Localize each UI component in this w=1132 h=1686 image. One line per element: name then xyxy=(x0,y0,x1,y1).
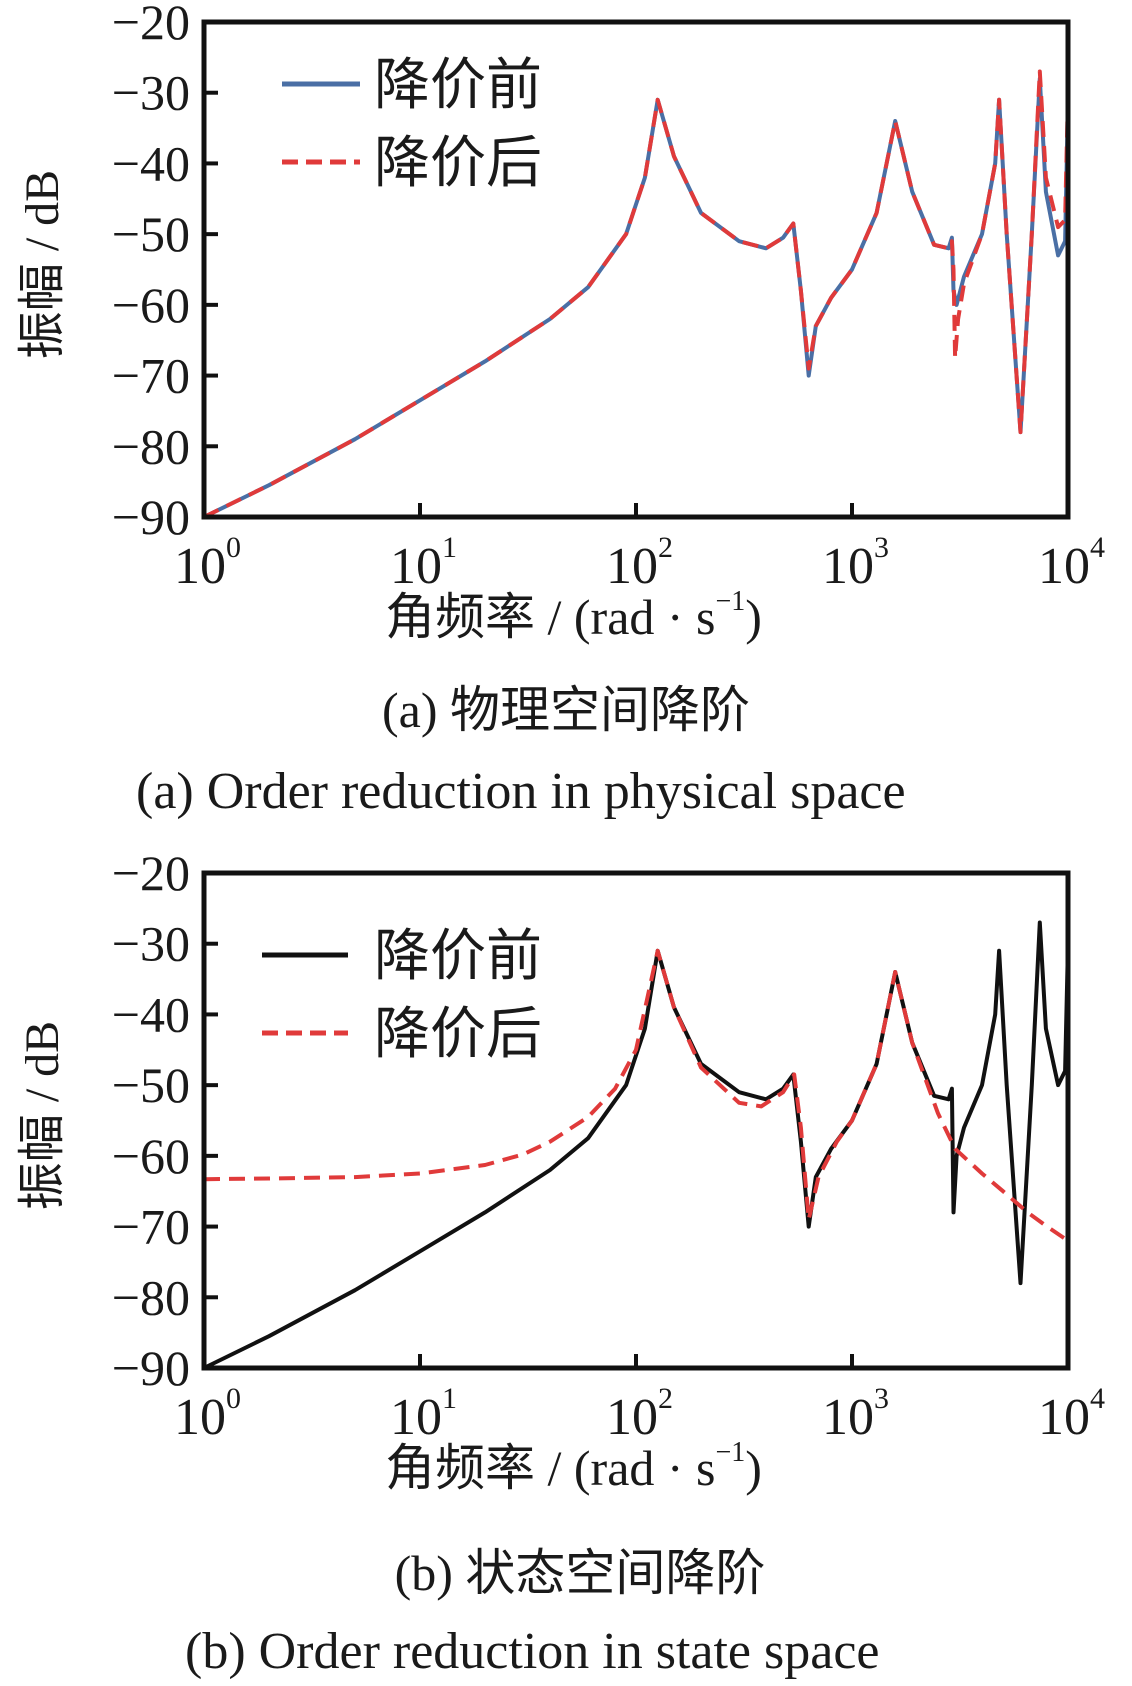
series-line-before xyxy=(203,920,1070,1370)
x-tick-exp: 1 xyxy=(442,531,457,564)
legend-label: 降价前 xyxy=(374,55,542,117)
x-tick-base: 10 xyxy=(822,1389,874,1446)
x-tick-label: 100 xyxy=(174,531,241,595)
x-tick-base: 10 xyxy=(822,538,874,595)
x-tick-exp: 2 xyxy=(658,1382,673,1415)
x-tick-base: 10 xyxy=(390,538,442,595)
y-tick-label: −40 xyxy=(112,135,190,191)
x-tick-label: 100 xyxy=(174,1382,241,1446)
legend-label: 降价前 xyxy=(374,926,542,988)
x-tick-exp: 4 xyxy=(1090,531,1105,564)
x-tick-base: 10 xyxy=(1038,1389,1090,1446)
x-axis-label: 角频率 / (rad · s−1) xyxy=(385,586,762,645)
y-tick-label: −60 xyxy=(112,277,190,333)
y-tick-label: −20 xyxy=(112,0,190,50)
x-tick-label: 104 xyxy=(1038,1382,1105,1446)
caption-cn-b: (b) 状态空间降阶 xyxy=(395,1545,766,1601)
x-tick-base: 10 xyxy=(174,538,226,595)
chart-panel-a: (a) 物理空间降阶 (a) Order reduction in physic… xyxy=(16,0,1105,820)
x-tick-label: 104 xyxy=(1038,531,1105,595)
x-tick-base: 10 xyxy=(606,1389,658,1446)
x-tick-base: 10 xyxy=(606,538,658,595)
x-tick-exp: 0 xyxy=(226,1382,241,1415)
x-tick-label: 103 xyxy=(822,1382,889,1446)
plot-frame xyxy=(201,870,1071,1371)
y-tick-label: −80 xyxy=(112,418,190,474)
x-axis-label-sup: −1 xyxy=(716,1437,746,1468)
series-line-after xyxy=(203,948,1070,1243)
y-tick-label: −50 xyxy=(112,206,190,262)
y-tick-label: −30 xyxy=(112,65,190,121)
caption-en-b: (b) Order reduction in state space xyxy=(185,1623,879,1680)
series-line-before xyxy=(203,76,1070,519)
legend-label: 降价后 xyxy=(374,133,542,195)
x-tick-exp: 3 xyxy=(874,1382,889,1415)
chart-panel-b: (b) 状态空间降阶 (b) Order reduction in state … xyxy=(16,845,1105,1680)
y-tick-label: −70 xyxy=(112,1199,190,1255)
x-axis-label-end: ) xyxy=(745,1440,762,1496)
x-tick-base: 10 xyxy=(390,1389,442,1446)
y-tick-label: −50 xyxy=(112,1057,190,1113)
x-tick-exp: 4 xyxy=(1090,1382,1105,1415)
y-tick-label: −60 xyxy=(112,1128,190,1184)
series-line-after xyxy=(203,69,1070,519)
x-tick-base: 10 xyxy=(174,1389,226,1446)
x-tick-exp: 2 xyxy=(658,531,673,564)
plot-frame xyxy=(201,19,1071,520)
y-tick-label: −80 xyxy=(112,1269,190,1325)
y-axis-label: 振幅 / dB xyxy=(16,170,69,359)
x-axis-label-sup: −1 xyxy=(716,586,746,617)
x-tick-label: 102 xyxy=(606,531,673,595)
x-axis-label: 角频率 / (rad · s−1) xyxy=(385,1437,762,1496)
caption-en-a: (a) Order reduction in physical space xyxy=(136,763,906,820)
x-axis-label-main: 角频率 / (rad · s xyxy=(385,589,716,645)
legend-label: 降价后 xyxy=(374,1004,542,1066)
x-axis-label-main: 角频率 / (rad · s xyxy=(385,1440,716,1496)
y-tick-label: −30 xyxy=(112,916,190,972)
caption-cn-a: (a) 物理空间降阶 xyxy=(382,682,750,738)
x-tick-exp: 3 xyxy=(874,531,889,564)
y-tick-label: −90 xyxy=(112,1340,190,1396)
y-tick-label: −20 xyxy=(112,845,190,901)
x-tick-label: 101 xyxy=(390,531,457,595)
x-tick-label: 102 xyxy=(606,1382,673,1446)
x-tick-label: 103 xyxy=(822,531,889,595)
x-tick-base: 10 xyxy=(1038,538,1090,595)
y-axis-label: 振幅 / dB xyxy=(16,1021,69,1210)
x-axis-label-end: ) xyxy=(745,589,762,645)
y-tick-label: −40 xyxy=(112,986,190,1042)
x-tick-label: 101 xyxy=(390,1382,457,1446)
x-tick-exp: 0 xyxy=(226,531,241,564)
y-tick-label: −70 xyxy=(112,348,190,404)
y-tick-label: −90 xyxy=(112,489,190,545)
x-tick-exp: 1 xyxy=(442,1382,457,1415)
